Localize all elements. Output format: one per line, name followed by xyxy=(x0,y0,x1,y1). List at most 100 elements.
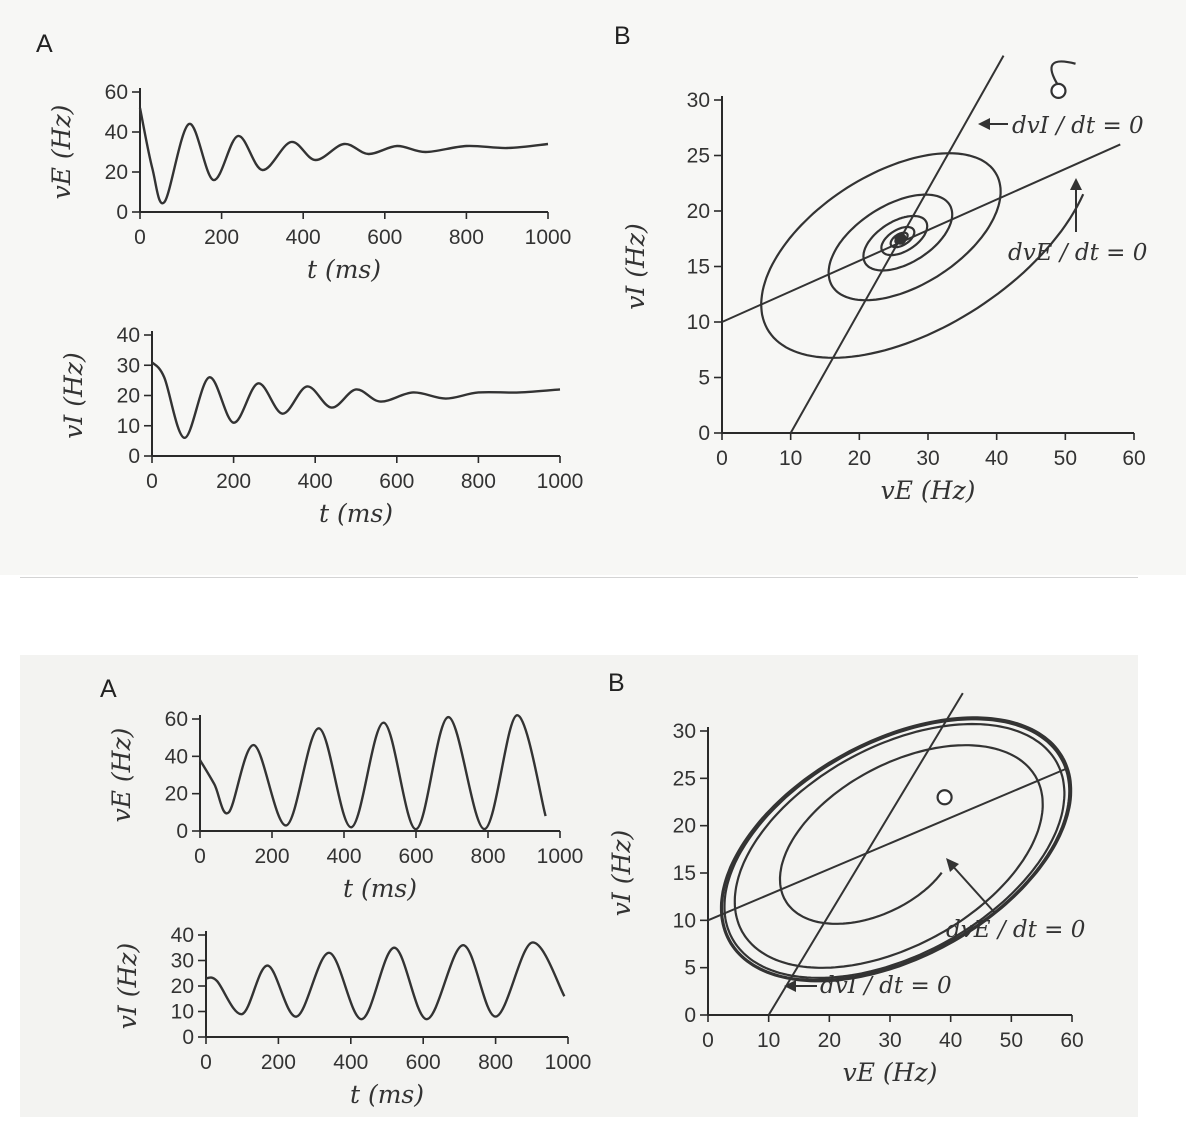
top-B-axes: 0 10 20 30 40 50 60 0 5 10 15 20 25 30 vE (Hz) vI (Hz) B xyxy=(614,22,1146,505)
top-A-vI-x-tick-label: 1000 xyxy=(537,470,584,493)
bottom-A-vE-y-tick-label: 40 xyxy=(165,745,188,768)
bottom-A-vE-panel-label: A xyxy=(100,675,117,703)
top-B-x-tick-label: 40 xyxy=(985,447,1008,470)
bottom-B-x-tick-label: 30 xyxy=(878,1029,901,1052)
top-A-vE-panel-label: A xyxy=(36,30,53,58)
top-A-vI-series-line xyxy=(151,361,561,440)
top-A-vE-y-tick-label: 20 xyxy=(105,161,128,184)
bottom-B-x-tick-label: 10 xyxy=(757,1029,780,1052)
top-A-vE-x-label: t (ms) xyxy=(307,255,381,284)
bottom-B-x-tick-label: 40 xyxy=(939,1029,962,1052)
top-B-y-tick-label: 15 xyxy=(687,256,710,279)
bottom-A-vI-y-tick-label: 30 xyxy=(171,950,194,973)
bottom-A-vE-y-tick-label: 60 xyxy=(165,708,188,731)
bottom-B-y-tick-label: 30 xyxy=(673,720,696,743)
bottom-B-annotation-dvI-arrowhead xyxy=(784,980,796,992)
bottom-A-vE-x-tick-label: 200 xyxy=(254,845,289,868)
bottom-A-vE-y-tick-label: 0 xyxy=(176,820,188,843)
bottom-B-y-tick-label: 0 xyxy=(684,1004,696,1027)
bottom-A-vI-x-tick-label: 200 xyxy=(261,1051,296,1074)
top-A-vE-y-label: vE (Hz) xyxy=(47,105,76,200)
bottom-B-x-tick-label: 50 xyxy=(1000,1029,1023,1052)
bottom-A-vE-x-tick-label: 1000 xyxy=(537,845,584,868)
top-A-vE-x-tick-label: 0 xyxy=(134,226,146,249)
bottom-A-vI-x-tick-label: 600 xyxy=(406,1051,441,1074)
top-B-y-tick-label: 30 xyxy=(687,89,710,112)
bottom-A-vE-x-tick-label: 400 xyxy=(326,845,361,868)
figure-bottom: 0 200 400 600 800 1000 0 20 40 60 t (ms) vE (Hz) A 0 2… xyxy=(20,655,1138,1117)
bottom-B-panel-label: B xyxy=(608,669,625,697)
bottom-B-y-tick-label: 20 xyxy=(673,815,696,838)
bottom-B-y-label: vI (Hz) xyxy=(607,830,636,916)
bottom-A-vI-y-tick-label: 20 xyxy=(171,975,194,998)
top-A-vE-series-line xyxy=(138,107,549,205)
bottom-A-vI-x-tick-label: 400 xyxy=(333,1051,368,1074)
top-B-x-tick-label: 10 xyxy=(779,447,802,470)
bottom-A-vE-x-label: t (ms) xyxy=(343,874,417,903)
bottom-B-axes: 0 10 20 30 40 50 60 0 5 10 15 20 25 30 vE (Hz) vI (Hz) B xyxy=(607,669,1084,1087)
top-A-vI-y-tick-label: 40 xyxy=(117,324,140,347)
top-A-vI-y-tick-label: 10 xyxy=(117,415,140,438)
bottom-B-limit-cycle xyxy=(719,716,1073,983)
top-B-annotation-dvE: dvE / dt = 0 xyxy=(1008,240,1147,266)
top-B-panel-label: B xyxy=(614,22,631,50)
top-A-vI-x-tick-label: 400 xyxy=(298,470,333,493)
bottom-B-y-tick-label: 5 xyxy=(684,957,696,980)
top-A-vE-x-tick-label: 200 xyxy=(204,226,239,249)
top-B-y-tick-label: 10 xyxy=(687,311,710,334)
bottom-B-annotation-dvE-arrow xyxy=(949,862,996,914)
bottom-B-x-tick-label: 0 xyxy=(702,1029,714,1052)
top-A-vI-y-tick-label: 0 xyxy=(128,445,140,468)
figure-top: 0 200 400 600 800 1000 0 20 40 60 t (ms) vE (Hz) A 0 2… xyxy=(36,22,1148,528)
bottom-A-vI-series-line xyxy=(205,941,566,1021)
top-B-x-tick-label: 30 xyxy=(916,447,939,470)
top-A-vE-y-tick-label: 60 xyxy=(105,81,128,104)
top-A-vI-y-tick-label: 30 xyxy=(117,354,140,377)
top-A-vE-x-tick-label: 600 xyxy=(367,226,402,249)
top-B-x-label: vE (Hz) xyxy=(881,476,976,505)
top-A-vE-y-tick-label: 0 xyxy=(116,201,128,224)
bottom-A-vI-y-tick-label: 40 xyxy=(171,924,194,947)
top-B-y-label: vI (Hz) xyxy=(621,223,650,309)
bottom-B-annotation-dvI: dvI / dt = 0 xyxy=(820,973,952,999)
top-B-fixed-point xyxy=(894,232,907,245)
top-A-vI-x-tick-label: 200 xyxy=(216,470,251,493)
bottom-B-annotation-dvE: dvE / dt = 0 xyxy=(946,917,1085,943)
bottom-A-vE-y-tick-label: 20 xyxy=(165,783,188,806)
bottom-B-x-tick-label: 20 xyxy=(818,1029,841,1052)
bottom-A-vE-x-tick-label: 800 xyxy=(470,845,505,868)
bottom-A-vI-x-tick-label: 0 xyxy=(200,1051,212,1074)
top-B-annotation-dvI: dvI / dt = 0 xyxy=(1012,113,1144,139)
bottom-B-y-tick-label: 25 xyxy=(673,767,696,790)
bottom-B-y-tick-label: 15 xyxy=(673,862,696,885)
top-A-vE-x-tick-label: 800 xyxy=(449,226,484,249)
top-B-y-tick-label: 0 xyxy=(698,422,710,445)
top-B-x-tick-label: 60 xyxy=(1122,447,1145,470)
bottom-B-nullcline-vE xyxy=(707,767,1067,922)
top-A-vI-x-tick-label: 0 xyxy=(146,470,158,493)
bottom-B-x-tick-label: 60 xyxy=(1060,1029,1083,1052)
bottom-A-vI-x-tick-label: 1000 xyxy=(545,1051,592,1074)
top-B-x-tick-label: 50 xyxy=(1054,447,1077,470)
top-B-x-tick-label: 0 xyxy=(716,447,728,470)
top-B-annotation-dvE-arrowhead xyxy=(1070,178,1082,190)
bottom-A-vE-x-tick-label: 600 xyxy=(398,845,433,868)
top-B-y-tick-label: 20 xyxy=(687,200,710,223)
top-B-y-tick-label: 5 xyxy=(698,367,710,390)
top-A-vI-y-tick-label: 20 xyxy=(117,385,140,408)
figure-divider xyxy=(20,577,1138,578)
top-A-vI-x-tick-label: 800 xyxy=(461,470,496,493)
top-B-start-point xyxy=(1050,82,1067,100)
top-A-vI-axes: 0 200 400 600 800 1000 0 10 20 30 40 t (ms) vI (Hz) xyxy=(59,324,583,528)
top-A-vI-y-label: vI (Hz) xyxy=(59,352,88,438)
top-A-vE-x-tick-label: 1000 xyxy=(525,226,572,249)
bottom-A-vE-axes: 0 200 400 600 800 1000 0 20 40 60 t (ms) vE (Hz) A xyxy=(100,675,583,903)
bottom-B-x-label: vE (Hz) xyxy=(843,1058,938,1087)
bottom-A-vI-y-tick-label: 0 xyxy=(182,1026,194,1049)
bottom-B-start-point xyxy=(936,789,953,806)
bottom-A-vI-x-tick-label: 800 xyxy=(478,1051,513,1074)
bottom-A-vI-y-label: vI (Hz) xyxy=(113,943,142,1029)
